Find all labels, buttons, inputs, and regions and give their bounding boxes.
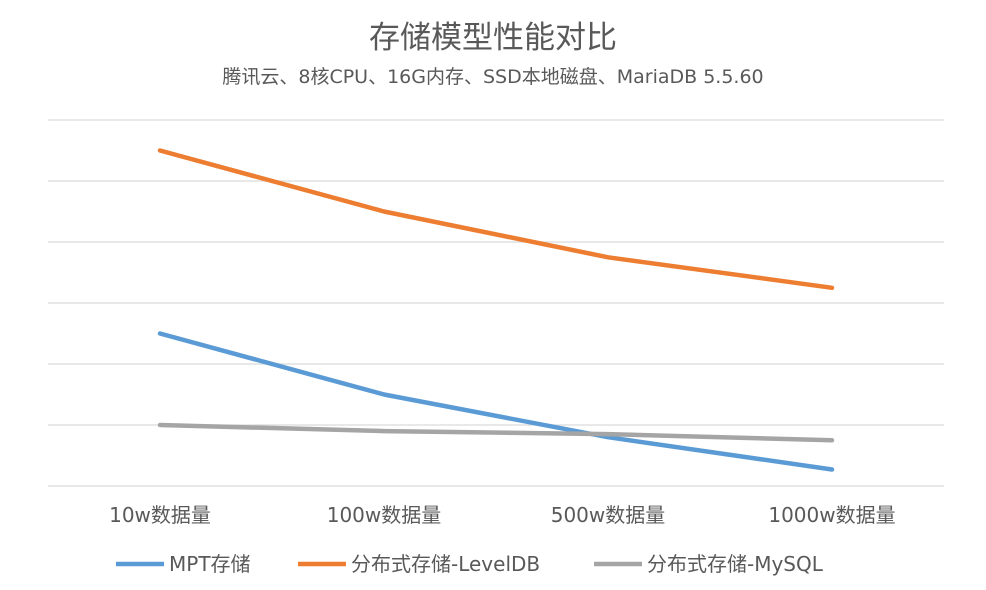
series-line-1 (157, 331, 835, 472)
x-tick-label: 10w数据量 (109, 503, 211, 527)
series-line-2 (157, 148, 835, 291)
legend-label-3: 分布式存储-MySQL (647, 552, 824, 576)
chart-subtitle: 腾讯云、8核CPU、16G内存、SSD本地磁盘、MariaDB 5.5.60 (222, 66, 764, 88)
legend-label-2: 分布式存储-LevelDB (351, 552, 540, 576)
legend-label-1: MPT存储 (169, 552, 251, 576)
x-tick-label: 500w数据量 (551, 503, 666, 527)
series-line-3 (157, 422, 835, 443)
x-tick-label: 1000w数据量 (768, 503, 895, 527)
x-tick-label: 100w数据量 (327, 503, 442, 527)
chart-title: 存储模型性能对比 (369, 20, 617, 56)
